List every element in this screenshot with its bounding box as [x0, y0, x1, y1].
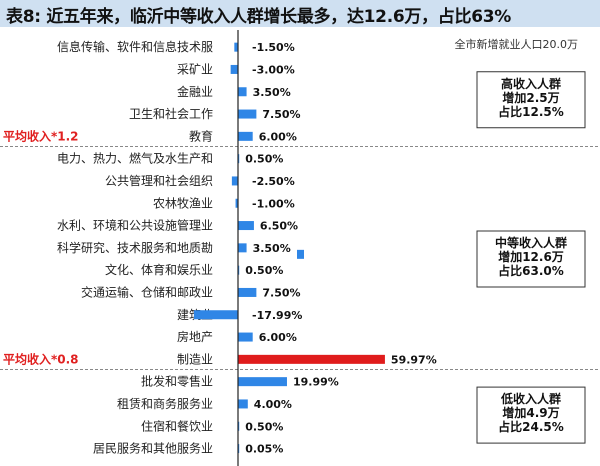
value-label: -3.00%	[252, 63, 295, 76]
value-label: -1.50%	[252, 41, 295, 54]
group-text: 增加4.9万	[502, 405, 559, 420]
value-label: 0.50%	[245, 264, 283, 277]
value-label: 59.97%	[391, 353, 437, 366]
bar	[193, 310, 238, 320]
bar	[231, 176, 238, 186]
category-label: 农林牧渔业	[153, 196, 213, 210]
value-label: 6.50%	[260, 220, 298, 233]
category-label: 卫生和社会工作	[129, 106, 213, 121]
value-label: 3.50%	[253, 242, 291, 255]
bar	[238, 87, 247, 97]
group-text: 占比12.5%	[498, 104, 564, 119]
bar	[238, 287, 257, 297]
value-label: 7.50%	[262, 108, 300, 121]
value-label: 6.00%	[259, 331, 297, 344]
category-label: 金融业	[177, 84, 213, 99]
bar	[238, 421, 240, 431]
value-label: 0.50%	[245, 420, 283, 433]
category-label: 电力、热力、燃气及水生产和	[57, 151, 213, 166]
bar	[238, 243, 247, 253]
value-label: -2.50%	[252, 175, 295, 188]
bar	[238, 332, 253, 342]
group-box	[476, 230, 586, 288]
bar	[238, 354, 385, 364]
category-label: 水利、环境和公共设施管理业	[57, 218, 213, 233]
value-label: -1.00%	[252, 197, 295, 210]
category-label: 科学研究、技术服务和地质勘	[57, 240, 213, 255]
bar	[238, 377, 287, 387]
category-label: 文化、体育和娱乐业	[105, 262, 213, 277]
bar	[230, 64, 238, 74]
value-label: 0.05%	[245, 443, 283, 456]
bar	[238, 154, 240, 164]
marker-label: 平均收入*1.2	[3, 128, 79, 143]
group-text: 高收入人群	[501, 76, 561, 91]
bar	[238, 265, 240, 275]
category-label: 租赁和商务服务业	[117, 396, 213, 411]
value-label: 3.50%	[253, 86, 291, 99]
category-label: 采矿业	[177, 62, 213, 76]
category-label: 居民服务和其他服务业	[93, 441, 213, 456]
bar	[238, 399, 248, 409]
group-box	[476, 386, 586, 444]
value-label: -17.99%	[252, 309, 302, 322]
marker-label: 平均收入*0.8	[3, 351, 79, 366]
bar	[238, 109, 257, 119]
bar-mark	[297, 249, 304, 259]
category-label: 房地产	[177, 329, 213, 344]
bar	[238, 444, 240, 454]
category-label: 交通运输、仓储和邮政业	[81, 284, 213, 299]
title-bar: 表8: 近五年来，临沂中等收入人群增长最多，达12.6万，占比63%	[0, 0, 600, 27]
group-text: 增加12.6万	[498, 249, 564, 264]
value-label: 6.00%	[259, 130, 297, 143]
group-box	[476, 71, 586, 129]
bar	[238, 131, 253, 141]
value-label: 7.50%	[262, 286, 300, 299]
bar	[234, 42, 238, 52]
group-text: 低收入人群	[500, 391, 561, 406]
bar	[235, 198, 238, 208]
category-label: 住宿和餐饮业	[141, 418, 213, 433]
bar	[238, 221, 254, 231]
group-text: 增加2.5万	[502, 90, 559, 105]
chart-title: 表8: 近五年来，临沂中等收入人群增长最多，达12.6万，占比63%	[6, 7, 511, 27]
group-text: 占比24.5%	[498, 419, 564, 434]
group-text: 中等收入人群	[495, 235, 567, 250]
value-label: 0.50%	[245, 153, 283, 166]
value-label: 4.00%	[254, 398, 292, 411]
category-label: 制造业	[177, 352, 213, 366]
group-text: 占比63.0%	[498, 263, 564, 278]
value-label: 19.99%	[293, 376, 339, 389]
chart-note: 全市新增就业人口20.0万	[455, 37, 579, 51]
category-label: 批发和零售业	[141, 374, 213, 389]
category-label: 信息传输、软件和信息技术服	[57, 39, 213, 54]
category-label: 公共管理和社会组织	[105, 173, 213, 188]
category-label: 教育	[189, 128, 213, 143]
